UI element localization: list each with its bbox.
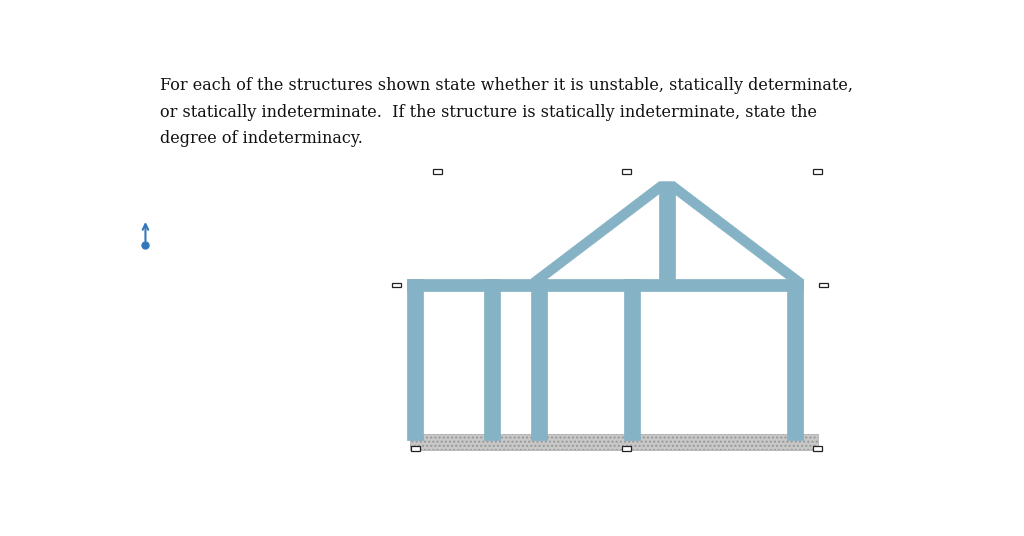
Bar [411, 446, 420, 451]
Polygon shape [658, 182, 803, 279]
Text: degree of indeterminacy.: degree of indeterminacy. [160, 130, 362, 147]
Bar [392, 283, 400, 287]
Text: For each of the structures shown state whether it is unstable, statically determ: For each of the structures shown state w… [160, 77, 853, 94]
Bar [408, 279, 423, 440]
Polygon shape [531, 182, 675, 279]
Bar [622, 169, 631, 174]
Bar [531, 279, 547, 440]
Bar [786, 279, 803, 440]
Bar [408, 279, 803, 292]
Bar [819, 283, 827, 287]
Bar [658, 182, 675, 279]
Text: or statically indeterminate.  If the structure is statically indeterminate, stat: or statically indeterminate. If the stru… [160, 103, 817, 121]
Bar [813, 446, 822, 451]
Bar [813, 169, 822, 174]
Bar [622, 446, 631, 451]
Bar [433, 169, 442, 174]
Bar [410, 434, 818, 450]
Bar [624, 279, 640, 440]
Bar [410, 434, 818, 450]
Bar [484, 279, 500, 440]
